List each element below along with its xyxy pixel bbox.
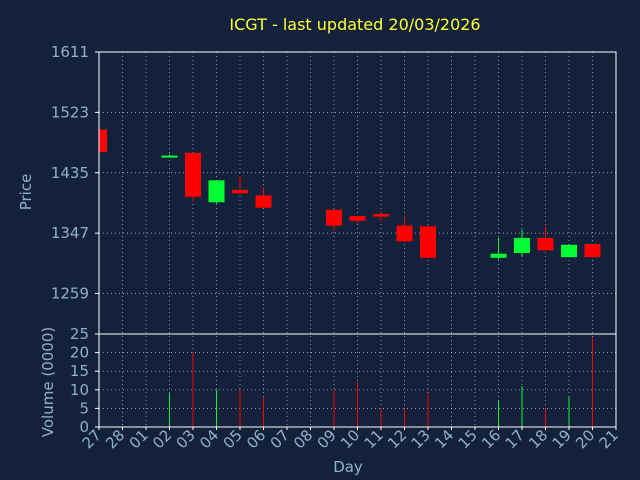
volume-tick-label: 15: [70, 362, 89, 380]
candle-body: [185, 152, 201, 197]
price-tick-label: 1611: [51, 43, 89, 61]
volume-tick-label: 5: [79, 399, 89, 417]
x-tick-label: 09: [314, 426, 340, 452]
x-axis-label: Day: [333, 458, 363, 476]
volume-tick-label: 25: [70, 325, 89, 343]
x-tick-label: 13: [408, 426, 434, 452]
candle-body: [349, 215, 366, 221]
x-tick-label: 18: [525, 426, 551, 452]
price-tick-label: 1347: [51, 224, 89, 242]
x-tick-label: 17: [502, 426, 528, 452]
candle-body: [99, 129, 107, 153]
volume-tick-label: 20: [70, 344, 89, 362]
x-tick-label: 02: [149, 426, 175, 452]
price-tick-label: 1259: [51, 285, 89, 303]
candle-body: [161, 155, 178, 158]
x-tick-label: 07: [267, 426, 293, 452]
x-tick-label: 10: [337, 426, 363, 452]
x-tick-label: 21: [596, 426, 622, 452]
marks-layer: [98, 129, 601, 427]
candle-body: [537, 237, 554, 251]
candle-body: [561, 244, 577, 258]
x-tick-label: 08: [290, 426, 316, 452]
candle-body: [420, 226, 436, 258]
volume-axis-label: Volume (0000): [39, 327, 57, 437]
candle-body: [232, 189, 248, 194]
x-tick-label: 14: [431, 426, 457, 452]
x-tick-label: 19: [549, 426, 575, 452]
candle-body: [255, 195, 272, 208]
candle-body: [490, 253, 507, 258]
price-axis-label: Price: [17, 174, 35, 211]
volume-tick-label: 0: [79, 418, 89, 436]
price-tick-label: 1523: [51, 103, 89, 121]
x-tick-label: 03: [173, 426, 199, 452]
candle-body: [514, 237, 530, 254]
x-tick-label: 06: [243, 426, 269, 452]
x-tick-label: 28: [102, 426, 128, 452]
candle-body: [396, 225, 413, 242]
price-tick-label: 1435: [51, 164, 89, 182]
x-tick-label: 16: [478, 426, 504, 452]
x-tick-label: 15: [455, 426, 481, 452]
x-tick-label: 12: [384, 426, 410, 452]
chart-title: ICGT - last updated 20/03/2026: [229, 15, 480, 34]
candle-body: [326, 209, 342, 226]
candle-body: [584, 244, 601, 258]
x-tick-label: 20: [572, 426, 598, 452]
x-tick-label: 01: [126, 426, 152, 452]
x-tick-label: 04: [196, 426, 222, 452]
candle-body: [373, 213, 389, 217]
candle-body: [208, 180, 225, 203]
axes-layer: 2728010203040506070809101112131415161718…: [51, 43, 622, 452]
x-tick-label: 05: [220, 426, 246, 452]
volume-tick-label: 10: [70, 381, 89, 399]
x-tick-label: 11: [361, 426, 387, 452]
